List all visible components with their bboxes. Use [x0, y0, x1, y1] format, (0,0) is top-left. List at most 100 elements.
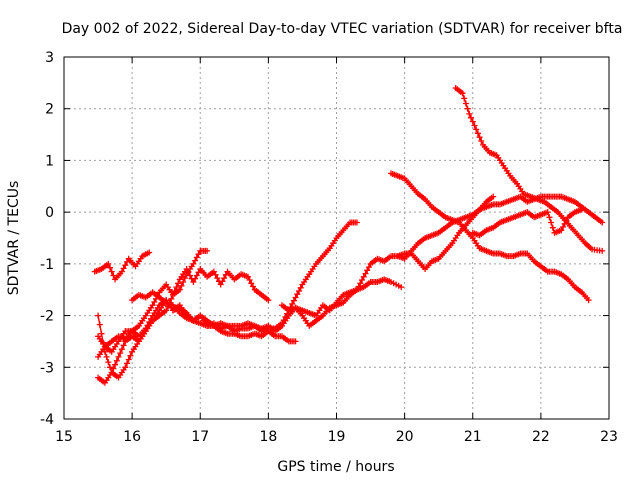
data-point — [546, 214, 553, 221]
x-tick-label: 19 — [328, 429, 346, 445]
data-point — [297, 284, 304, 291]
x-tick-label: 20 — [396, 429, 414, 445]
data-point — [125, 356, 132, 363]
data-point — [217, 281, 224, 288]
data-point — [108, 268, 115, 275]
data-point — [544, 209, 551, 216]
data-point — [124, 360, 130, 367]
plot-frame — [63, 56, 610, 420]
data-point — [355, 283, 362, 290]
data-point — [190, 260, 197, 267]
data-point — [459, 90, 466, 97]
data-point — [181, 275, 188, 282]
data-point — [250, 283, 256, 290]
data-point — [176, 286, 183, 293]
y-axis-title: SDTVAR / TECUs — [6, 181, 22, 296]
series-arc-10 — [394, 193, 497, 272]
x-axis-title: GPS time / hours — [277, 459, 394, 475]
data-point — [115, 353, 122, 360]
data-point — [142, 325, 149, 332]
x-tick-label: 15 — [55, 429, 73, 445]
data-point — [122, 364, 129, 371]
data-point — [105, 359, 112, 366]
x-tick-label: 22 — [532, 429, 550, 445]
data-point — [353, 219, 360, 226]
data-point — [96, 321, 103, 328]
data-point — [95, 312, 102, 319]
data-point — [120, 342, 127, 349]
data-point — [120, 265, 127, 272]
data-point — [193, 272, 200, 279]
data-point — [360, 273, 367, 280]
data-point — [246, 277, 253, 283]
data-point — [478, 138, 485, 144]
data-point — [289, 300, 296, 307]
data-point — [118, 268, 125, 275]
data-point — [221, 275, 228, 282]
data-point — [290, 297, 297, 304]
data-point — [578, 206, 585, 213]
data-point — [185, 269, 192, 276]
y-tick-label: -2 — [40, 309, 54, 325]
data-point — [248, 280, 255, 287]
data-point — [146, 319, 153, 325]
data-point — [364, 267, 371, 274]
data-point — [548, 219, 555, 226]
y-tick-label: 2 — [45, 102, 54, 118]
data-point — [474, 130, 481, 137]
data-point — [105, 260, 112, 267]
data-point — [222, 271, 229, 278]
data-point — [292, 338, 299, 345]
data-point — [210, 268, 217, 275]
data-point — [151, 299, 158, 305]
data-point — [190, 279, 197, 285]
data-point — [279, 320, 285, 327]
y-tick-label: 0 — [45, 205, 54, 221]
data-point — [98, 330, 105, 337]
data-point — [292, 294, 299, 301]
data-point — [193, 254, 200, 261]
series-layer — [91, 85, 606, 386]
data-point — [561, 220, 568, 227]
data-point — [265, 297, 272, 304]
data-point — [461, 95, 468, 102]
data-point — [365, 264, 372, 271]
data-point — [359, 277, 365, 283]
x-tick-label: 21 — [464, 429, 482, 445]
data-point — [219, 278, 226, 285]
data-point — [144, 322, 151, 329]
data-point — [212, 271, 219, 278]
data-point — [490, 193, 497, 200]
data-point — [192, 275, 199, 282]
data-point — [175, 280, 182, 287]
data-point — [163, 307, 170, 314]
data-point — [187, 272, 193, 279]
data-point — [585, 297, 592, 304]
data-point — [476, 134, 483, 141]
chart-title: Day 002 of 2022, Sidereal Day-to-day VTE… — [62, 21, 623, 37]
data-point — [471, 122, 478, 129]
y-tick-label: -3 — [40, 360, 54, 376]
y-tick-label: 1 — [45, 153, 54, 169]
data-point — [168, 295, 175, 302]
data-point — [110, 365, 117, 372]
data-point — [117, 350, 124, 357]
data-point — [113, 357, 120, 364]
data-point — [353, 286, 360, 293]
data-point — [103, 353, 110, 360]
data-point — [108, 369, 115, 376]
data-point — [599, 247, 606, 254]
y-tick-label: -1 — [40, 257, 54, 273]
data-point — [280, 317, 287, 324]
data-point — [468, 114, 474, 121]
y-tick-label: 3 — [45, 50, 54, 66]
y-tick-label: -4 — [40, 412, 54, 428]
data-point — [462, 100, 469, 107]
data-point — [149, 302, 156, 309]
data-point — [296, 288, 302, 294]
data-point — [563, 217, 570, 224]
data-point — [127, 352, 134, 359]
data-point — [171, 288, 178, 294]
data-point — [599, 219, 606, 226]
